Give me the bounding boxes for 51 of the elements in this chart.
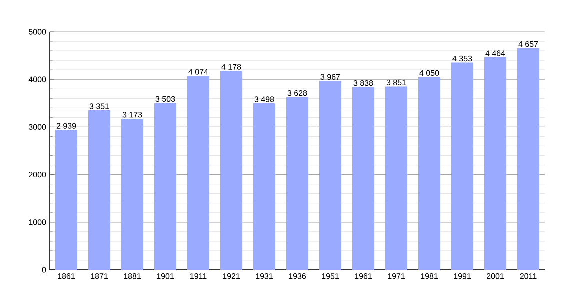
x-tick-label: 1901 [157, 274, 174, 280]
y-tick-label: 5000 [28, 29, 46, 35]
data-label: 3 967 [320, 74, 340, 80]
bar [254, 103, 276, 270]
y-tick-label: 1000 [29, 220, 46, 226]
data-label: 4 050 [420, 70, 440, 76]
data-label: 3 503 [156, 96, 176, 102]
data-label: 3 173 [122, 112, 142, 118]
y-tick-label: 0 [42, 267, 46, 273]
bar [56, 130, 78, 270]
bar [220, 71, 243, 270]
data-label: 4 178 [222, 64, 242, 70]
y-tick-label: 4000 [28, 76, 46, 82]
x-tick-label: 1871 [91, 274, 108, 280]
x-tick-label: 1951 [322, 274, 340, 280]
data-label: 4 074 [188, 69, 208, 75]
bar [484, 58, 507, 270]
x-tick-label: 1881 [124, 274, 142, 280]
data-label: 4 353 [452, 56, 472, 62]
x-tick-label: 2011 [520, 274, 537, 280]
bar [154, 103, 177, 270]
y-tick-label: 2000 [29, 172, 46, 178]
bar [452, 62, 474, 270]
bar [386, 86, 408, 270]
bar [188, 76, 210, 270]
data-label: 3 851 [386, 80, 406, 86]
data-label: 3 351 [90, 104, 110, 110]
bar [418, 77, 441, 270]
data-label: 3 838 [354, 80, 374, 86]
x-tick-label: 1921 [223, 274, 240, 280]
x-tick-label: 1911 [190, 274, 207, 280]
bar [320, 81, 342, 270]
x-tick-label: 2001 [487, 274, 504, 280]
data-label: 3 628 [288, 90, 308, 96]
bar [352, 87, 375, 270]
data-label: 2 939 [56, 123, 76, 129]
x-tick-label: 1991 [454, 274, 472, 280]
x-tick-label: 1981 [421, 274, 438, 280]
bar [518, 48, 540, 270]
x-tick-label: 1936 [289, 274, 306, 280]
x-tick-label: 1961 [355, 274, 372, 280]
x-tick-label: 1971 [388, 274, 406, 280]
bar [88, 110, 111, 270]
bar [122, 118, 144, 270]
x-tick-label: 1931 [256, 274, 274, 280]
data-label: 4 464 [486, 50, 506, 56]
x-tick-label: 1861 [58, 274, 76, 280]
data-label: 4 657 [518, 41, 538, 48]
y-tick-label: 3000 [28, 124, 46, 130]
bar [286, 97, 309, 270]
data-label: 3 498 [254, 96, 274, 102]
